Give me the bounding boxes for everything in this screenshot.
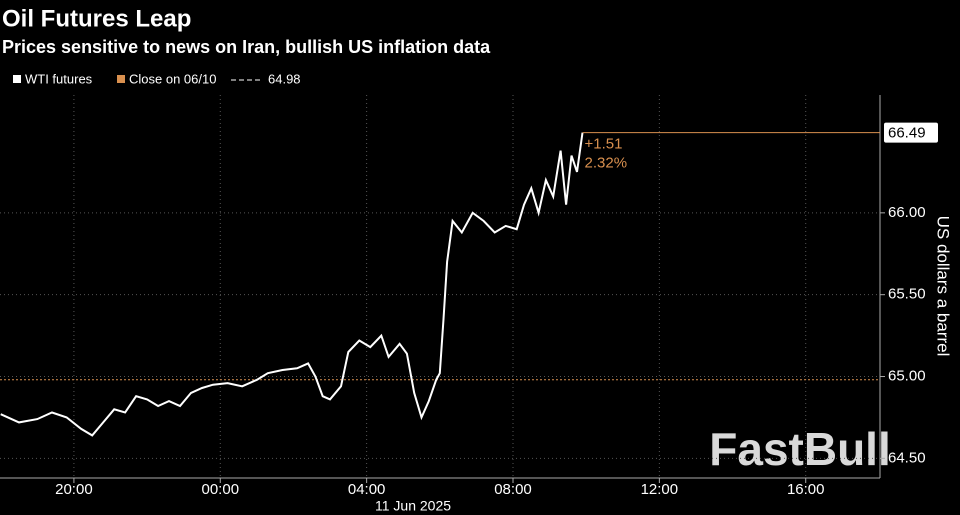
annotation: 2.32% xyxy=(585,155,628,172)
legend-swatch xyxy=(13,75,21,83)
x-tick-label: 12:00 xyxy=(641,481,679,498)
y-tick-label: 66.00 xyxy=(888,204,926,221)
x-tick-label: 08:00 xyxy=(494,481,532,498)
x-date-label: 11 Jun 2025 xyxy=(375,498,451,514)
price-line xyxy=(0,132,584,437)
y-tick-label: 65.00 xyxy=(888,367,926,384)
last-value-box xyxy=(884,122,938,143)
legend-label: Close on 06/10 xyxy=(129,71,216,86)
y-axis-title: US dollars a barrel xyxy=(934,216,953,357)
watermark: FastBull xyxy=(709,423,890,475)
y-tick-label: 64.50 xyxy=(888,449,926,466)
legend-swatch xyxy=(117,75,125,83)
chart-title: Oil Futures Leap xyxy=(2,5,191,32)
x-tick-label: 04:00 xyxy=(348,481,386,498)
last-value-label: 66.49 xyxy=(888,125,926,142)
legend-label: WTI futures xyxy=(25,71,93,86)
x-tick-label: 00:00 xyxy=(202,481,240,498)
x-tick-label: 20:00 xyxy=(55,481,93,498)
x-tick-label: 16:00 xyxy=(787,481,825,498)
chart-subtitle: Prices sensitive to news on Iran, bullis… xyxy=(2,37,491,57)
annotation: +1.51 xyxy=(585,136,623,153)
legend-value: 64.98 xyxy=(268,71,301,86)
y-tick-label: 65.50 xyxy=(888,286,926,303)
